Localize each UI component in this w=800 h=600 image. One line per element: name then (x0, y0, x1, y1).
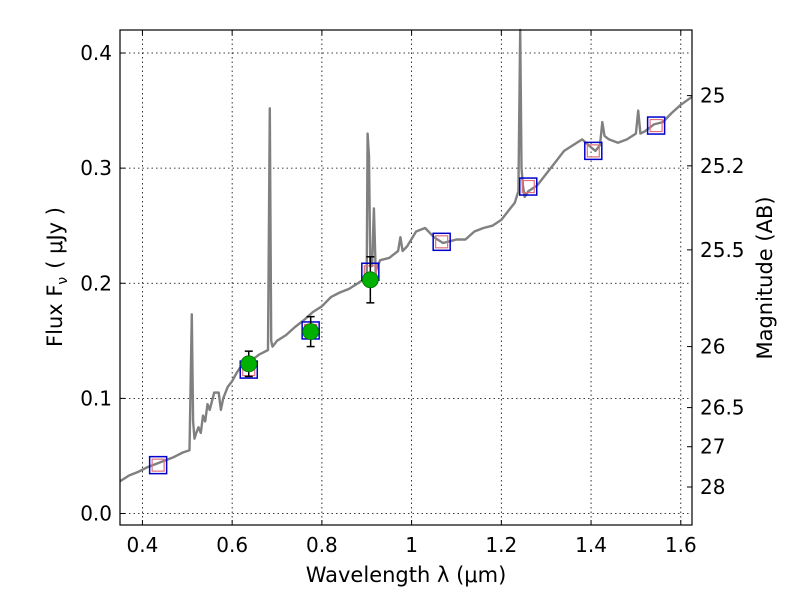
model-point-inner (521, 179, 535, 194)
x-tick-label: 1.6 (665, 533, 697, 557)
y2-tick-label: 25.2 (700, 154, 745, 178)
y-tick-label: 0.2 (80, 271, 112, 295)
observed-point (240, 355, 258, 373)
y2-tick-label: 25 (700, 84, 725, 108)
y-tick-label: 0.3 (80, 156, 112, 180)
y-tick-label: 0.4 (80, 41, 112, 65)
model-point (148, 455, 168, 475)
x-tick-label: 0.8 (306, 533, 338, 557)
y-tick-label: 0.1 (80, 386, 112, 410)
model-point (584, 141, 603, 161)
spectrum-line (119, 28, 693, 483)
model-point-inner (151, 458, 165, 472)
x-tick-label: 1 (405, 533, 418, 557)
x-axis-label: Wavelength λ (μm) (306, 563, 507, 587)
y2-tick-label: 27 (700, 435, 725, 459)
axis-ticks: 0.4 0.6 0.8 1 1.2 1.4 1.6 0.0 0.1 0.2 0.3 0.4 25 25.2… (80, 30, 745, 557)
y2-tick-label: 26 (700, 335, 725, 359)
model-point-inner (435, 235, 449, 249)
observed-point (302, 323, 320, 341)
y2-tick-label: 28 (700, 475, 725, 499)
x-tick-label: 0.4 (127, 533, 159, 557)
y2-axis-label: Magnitude (AB) (753, 196, 777, 359)
y2-tick-label: 26.5 (700, 396, 745, 420)
x-tick-label: 1.4 (575, 533, 607, 557)
y2-tick-label: 25.5 (700, 238, 745, 262)
y-axis-label-sub: ν (55, 277, 71, 285)
observed-photometry-series (240, 256, 379, 378)
model-point-inner (586, 144, 600, 158)
model-point-inner (649, 118, 663, 133)
spectrum-series (119, 28, 693, 483)
observed-point (361, 271, 379, 289)
x-tick-label: 0.6 (216, 533, 248, 557)
plot-frame (119, 29, 693, 526)
model-point (432, 232, 451, 252)
model-photometry-series (148, 116, 666, 475)
y-axis-label-main: Flux F (43, 285, 67, 347)
y-axis-label-unit: ( μJy ) (43, 207, 67, 269)
x-tick-label: 1.2 (485, 533, 517, 557)
y-tick-label: 0.0 (80, 501, 112, 525)
grid-lines (120, 30, 692, 525)
model-point (646, 116, 666, 135)
y-axis-label: Flux Fν ( μJy ) (43, 207, 71, 347)
model-point (519, 177, 538, 196)
